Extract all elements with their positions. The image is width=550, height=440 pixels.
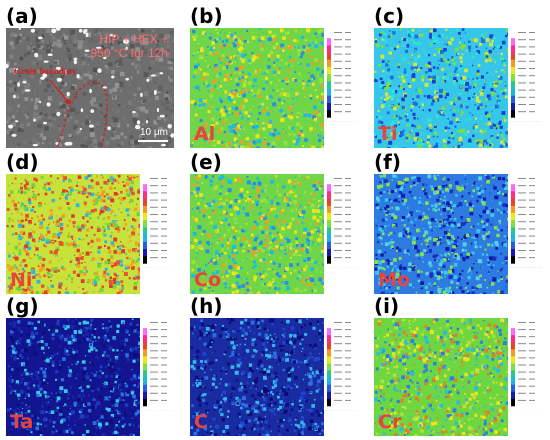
panel-letter-f: (f) [374, 150, 401, 174]
panel-letter-g: (g) [6, 294, 39, 318]
element-label-ni: Ni [10, 269, 33, 291]
element-label-ti: Ti [378, 123, 398, 145]
cr-map-texture [374, 318, 542, 436]
eds-map-c: C [190, 318, 358, 436]
sem-caption-line2: 950 °C for 12h [90, 46, 168, 60]
grain-boundary-label: Grain boundary [14, 66, 77, 76]
eds-map-cr: Cr [374, 318, 542, 436]
ta-map-texture [6, 318, 174, 436]
sem-caption-line1: HIP + HEX + [99, 32, 168, 46]
mo-map-texture [374, 174, 542, 294]
element-label-cr: Cr [378, 411, 402, 433]
element-label-al: Al [194, 123, 216, 145]
panel-letter-c: (c) [374, 4, 405, 28]
co-map-texture [190, 174, 358, 294]
eds-map-ti: Ti [374, 28, 542, 148]
sem-micrograph: HIP + HEX + 950 °C for 12h Grain boundar… [6, 28, 174, 148]
eds-map-co: Co [190, 174, 358, 294]
sem-texture [6, 28, 174, 148]
eds-map-ta: Ta [6, 318, 174, 436]
panel-letter-d: (d) [6, 150, 39, 174]
panel-letter-e: (e) [190, 150, 222, 174]
panel-letter-a: (a) [6, 4, 38, 28]
element-label-co: Co [194, 269, 221, 291]
panel-letter-i: (i) [374, 294, 400, 318]
al-map-texture [190, 28, 358, 148]
ti-map-texture [374, 28, 542, 148]
ni-map-texture [6, 174, 174, 294]
element-label-ta: Ta [10, 411, 34, 433]
eds-map-al: Al [190, 28, 358, 148]
panel-letter-b: (b) [190, 4, 223, 28]
panel-letter-h: (h) [190, 294, 223, 318]
element-label-c: C [194, 411, 208, 433]
c-map-texture [190, 318, 358, 436]
element-label-mo: Mo [378, 269, 410, 291]
eds-map-mo: Mo [374, 174, 542, 294]
scale-bar-label: 10 μm [140, 127, 168, 138]
eds-map-ni: Ni [6, 174, 174, 294]
